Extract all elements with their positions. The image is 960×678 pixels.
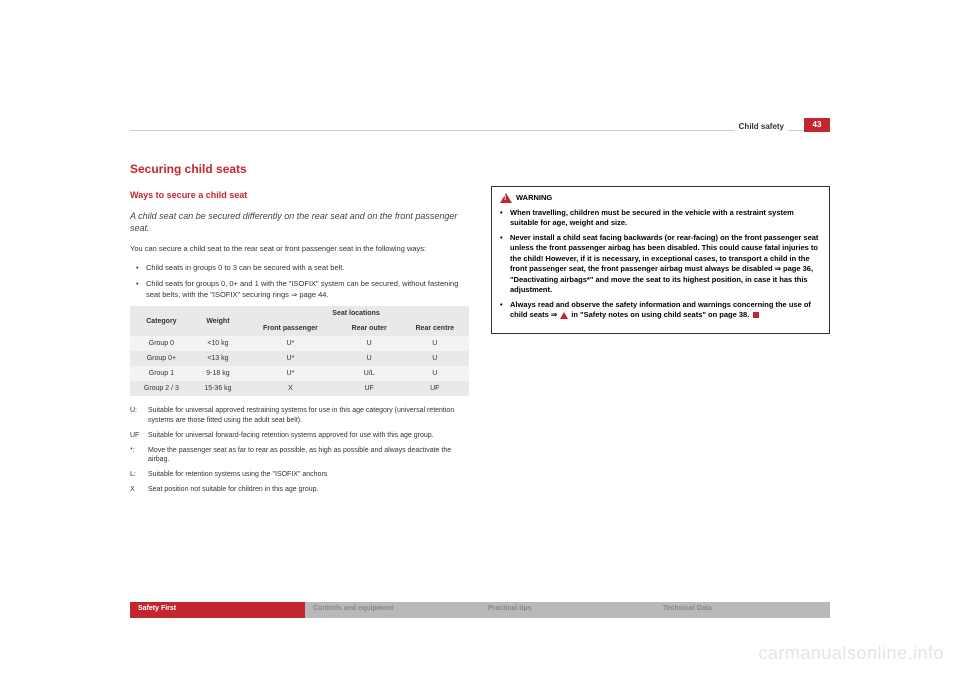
- th-seat-locations: Seat locations: [243, 306, 469, 321]
- top-rule: Child safety 43: [130, 130, 830, 148]
- page-number: 43: [804, 118, 830, 132]
- warning-bullet-3: Always read and observe the safety infor…: [500, 300, 821, 321]
- warning-heading: WARNING: [500, 193, 821, 204]
- end-square-icon: [753, 312, 759, 318]
- footer-safety-first: Safety First: [130, 602, 305, 618]
- legend-uf: UFSuitable for universal forward-facing …: [130, 431, 469, 441]
- legend-star: *:Move the passenger seat as far to rear…: [130, 446, 469, 466]
- warning-triangle-icon: [500, 193, 512, 203]
- footer-practical: Practical tips: [480, 602, 655, 618]
- footer-controls: Controls and equipment: [305, 602, 480, 618]
- warning-bullet-2: Never install a child seat facing backwa…: [500, 233, 821, 296]
- warning-triangle-inline-icon: [560, 312, 568, 319]
- footer-nav: Safety First Controls and equipment Prac…: [130, 602, 830, 618]
- subsection-heading: Ways to secure a child seat: [130, 190, 469, 200]
- th-weight: Weight: [193, 306, 243, 336]
- warning-title: WARNING: [516, 193, 552, 204]
- warning-box: WARNING When travelling, children must b…: [491, 186, 830, 334]
- table-row: Group 0 <10 kg U* U U: [130, 336, 469, 351]
- right-column: WARNING When travelling, children must b…: [491, 148, 830, 500]
- watermark: carmanualsonline.info: [758, 643, 944, 664]
- lead-text: A child seat can be secured differently …: [130, 210, 469, 234]
- bullet-1: Child seats in groups 0 to 3 can be secu…: [130, 263, 469, 274]
- th-front: Front passenger: [243, 321, 338, 336]
- table-row: Group 0+ <13 kg U* U U: [130, 351, 469, 366]
- legend-x: XSeat position not suitable for children…: [130, 485, 469, 495]
- th-category: Category: [130, 306, 193, 336]
- th-rear-outer: Rear outer: [338, 321, 401, 336]
- legend-u: U:Suitable for universal approved restra…: [130, 406, 469, 426]
- table-row: Group 2 / 3 15-36 kg X UF UF: [130, 381, 469, 396]
- section-heading: Securing child seats: [130, 162, 469, 176]
- breadcrumb: Child safety: [735, 122, 788, 131]
- bullet-2: Child seats for groups 0, 0+ and 1 with …: [130, 279, 469, 300]
- seat-locations-table: Category Weight Seat locations Front pas…: [130, 306, 469, 396]
- footer-technical: Technical Data: [655, 602, 830, 618]
- legend-l: L:Suitable for retention systems using t…: [130, 470, 469, 480]
- intro-text: You can secure a child seat to the rear …: [130, 244, 469, 255]
- table-row: Group 1 9-18 kg U* U/L U: [130, 366, 469, 381]
- warning-bullet-1: When travelling, children must be secure…: [500, 208, 821, 229]
- th-rear-centre: Rear centre: [401, 321, 469, 336]
- left-column: Securing child seats Ways to secure a ch…: [130, 148, 469, 500]
